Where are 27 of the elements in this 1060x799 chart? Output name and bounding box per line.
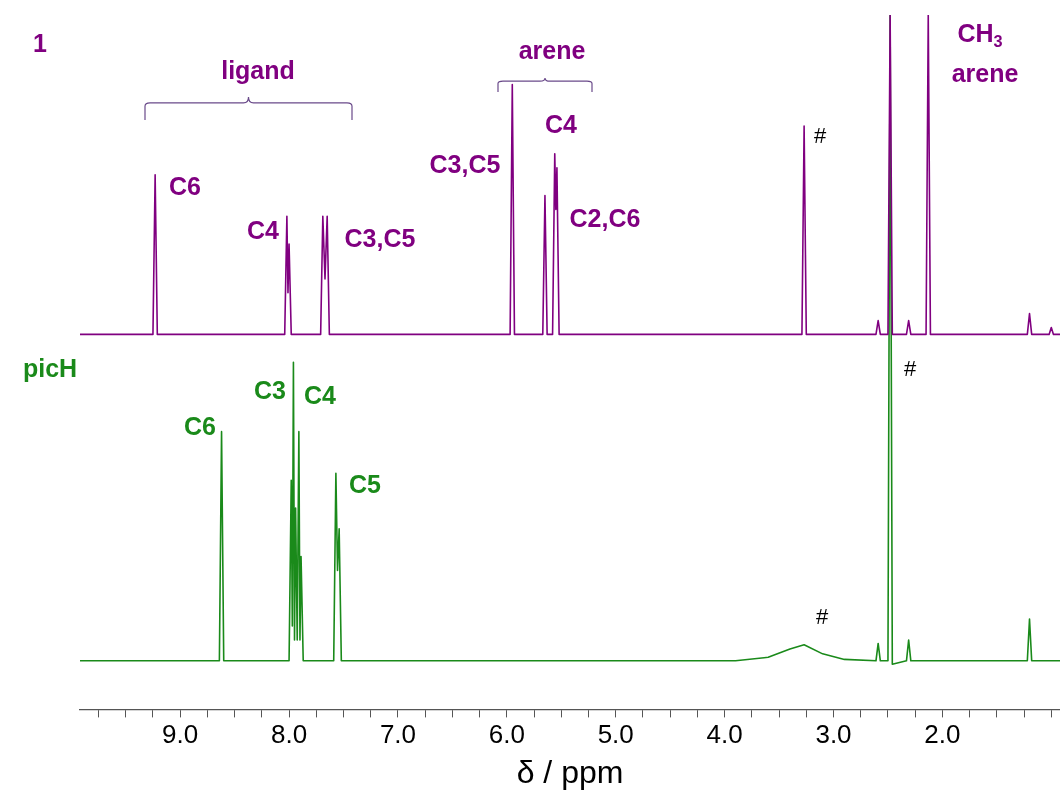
annotation: arene — [951, 58, 1019, 87]
x-tick-label: 4.0 — [706, 719, 743, 750]
annotation: C4 — [304, 380, 337, 409]
annotation: C5 — [349, 469, 382, 498]
annotation: ligand — [221, 55, 295, 84]
x-axis-title: δ / ppm — [516, 753, 624, 790]
x-tick-label: 9.0 — [162, 719, 199, 750]
x-tick-label: 7.0 — [379, 719, 417, 750]
annotation: C2,C6 — [569, 203, 641, 232]
x-tick-label: 5.0 — [597, 719, 634, 750]
annotation: C3,C5 — [344, 223, 416, 252]
x-tick-label: 2.0 — [924, 719, 961, 750]
annotation: C3,C5 — [429, 149, 501, 178]
annotation: C3 — [254, 375, 286, 404]
x-tick-label: 6.0 — [488, 719, 525, 750]
annotation: # — [813, 123, 827, 149]
annotation: C6 — [169, 171, 201, 200]
x-tick-label: 3.0 — [815, 719, 852, 750]
annotation: C4 — [545, 109, 578, 138]
text: 1 — [33, 28, 48, 57]
annotation: C4 — [247, 215, 280, 244]
annotation: C6 — [184, 411, 216, 440]
annotation: # — [903, 356, 917, 382]
annotation: # — [815, 604, 829, 630]
text: picH — [22, 353, 78, 382]
annotation: arene — [518, 35, 586, 64]
x-tick-label: 8.0 — [270, 719, 308, 750]
